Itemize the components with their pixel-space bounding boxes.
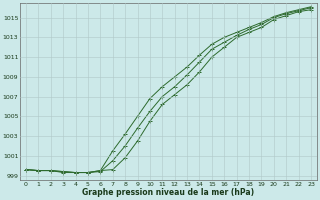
X-axis label: Graphe pression niveau de la mer (hPa): Graphe pression niveau de la mer (hPa) (83, 188, 255, 197)
